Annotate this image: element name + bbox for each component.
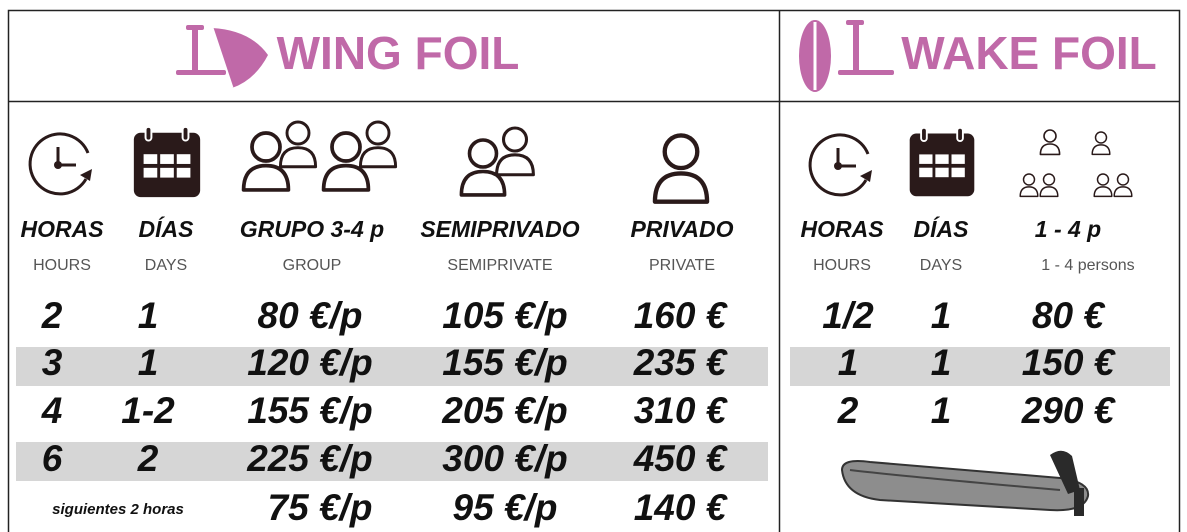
cell: 160 € — [634, 295, 728, 336]
cell: 235 € — [633, 342, 728, 383]
row-band — [790, 347, 1170, 386]
cell: 4 — [41, 390, 63, 431]
cell: 95 €/p — [453, 487, 558, 528]
cell: 80 €/p — [258, 295, 363, 336]
calendar-icon — [908, 126, 976, 198]
clock-icon — [28, 132, 94, 196]
cell: 80 € — [1032, 295, 1105, 336]
cell: 290 € — [1021, 390, 1116, 431]
person-icon — [1039, 129, 1061, 156]
cell: 155 €/p — [442, 342, 567, 383]
cell: 155 €/p — [247, 390, 372, 431]
person-icon — [1113, 173, 1133, 198]
column-sublabel: 1 - 4 persons — [1041, 257, 1134, 274]
title: WING FOIL — [277, 27, 520, 79]
boat-illustration — [840, 450, 1090, 516]
footer-label: siguientes 2 horas — [52, 501, 184, 518]
column-sublabel: HOURS — [33, 257, 91, 274]
cell: 2 — [837, 390, 859, 431]
cell: 310 € — [634, 390, 728, 431]
cell: 1 — [931, 342, 952, 383]
column-sublabel: HOURS — [813, 257, 871, 274]
column-sublabel: DAYS — [920, 257, 962, 274]
column-label: PRIVADO — [630, 216, 733, 242]
cell: 1 — [138, 295, 159, 336]
column-label: SEMIPRIVADO — [420, 216, 579, 242]
wake-foil-logo — [799, 20, 894, 92]
cell: 140 € — [634, 487, 728, 528]
wing-foil-logo — [176, 25, 268, 89]
cell: 120 €/p — [247, 342, 372, 383]
row-band — [16, 347, 768, 386]
group-icon — [278, 120, 318, 169]
cell: 1-2 — [121, 390, 175, 431]
column-label: GRUPO 3-4 p — [240, 216, 384, 242]
cell: 450 € — [633, 438, 728, 479]
cell: 225 €/p — [246, 438, 372, 479]
column-label: HORAS — [800, 216, 884, 242]
cell: 2 — [137, 438, 159, 479]
column-label: DÍAS — [914, 215, 970, 242]
person-icon — [1093, 173, 1113, 198]
cell: 1 — [931, 390, 952, 431]
cell: 1 — [838, 342, 859, 383]
cell: 1 — [138, 342, 159, 383]
private-icon — [655, 135, 707, 201]
calendar-icon — [132, 125, 202, 199]
cell: 105 €/p — [442, 295, 567, 336]
cell: 1 — [931, 295, 952, 336]
semiprivate-icon — [495, 126, 535, 177]
cell: 205 €/p — [441, 390, 567, 431]
cell: 300 €/p — [442, 438, 567, 479]
person-icon — [1019, 173, 1039, 198]
column-sublabel: DAYS — [145, 257, 187, 274]
person-icon — [1039, 173, 1059, 198]
cell: 150 € — [1022, 342, 1116, 383]
cell: 3 — [42, 342, 63, 383]
person-icon — [1091, 131, 1111, 156]
column-label: DÍAS — [139, 215, 195, 242]
column-sublabel: SEMIPRIVATE — [447, 257, 552, 274]
cell: 1/2 — [822, 295, 874, 336]
column-sublabel: PRIVATE — [649, 257, 715, 274]
frame — [7, 9, 1181, 532]
title: WAKE FOIL — [901, 27, 1157, 79]
cell: 6 — [42, 438, 63, 479]
column-sublabel: GROUP — [283, 257, 342, 274]
cell: 2 — [41, 295, 63, 336]
column-label: 1 - 4 p — [1035, 216, 1101, 242]
clock-icon — [808, 133, 874, 197]
column-label: HORAS — [20, 216, 104, 242]
row-band — [16, 442, 768, 481]
cell: 75 €/p — [268, 487, 373, 528]
group-icon — [358, 120, 398, 169]
